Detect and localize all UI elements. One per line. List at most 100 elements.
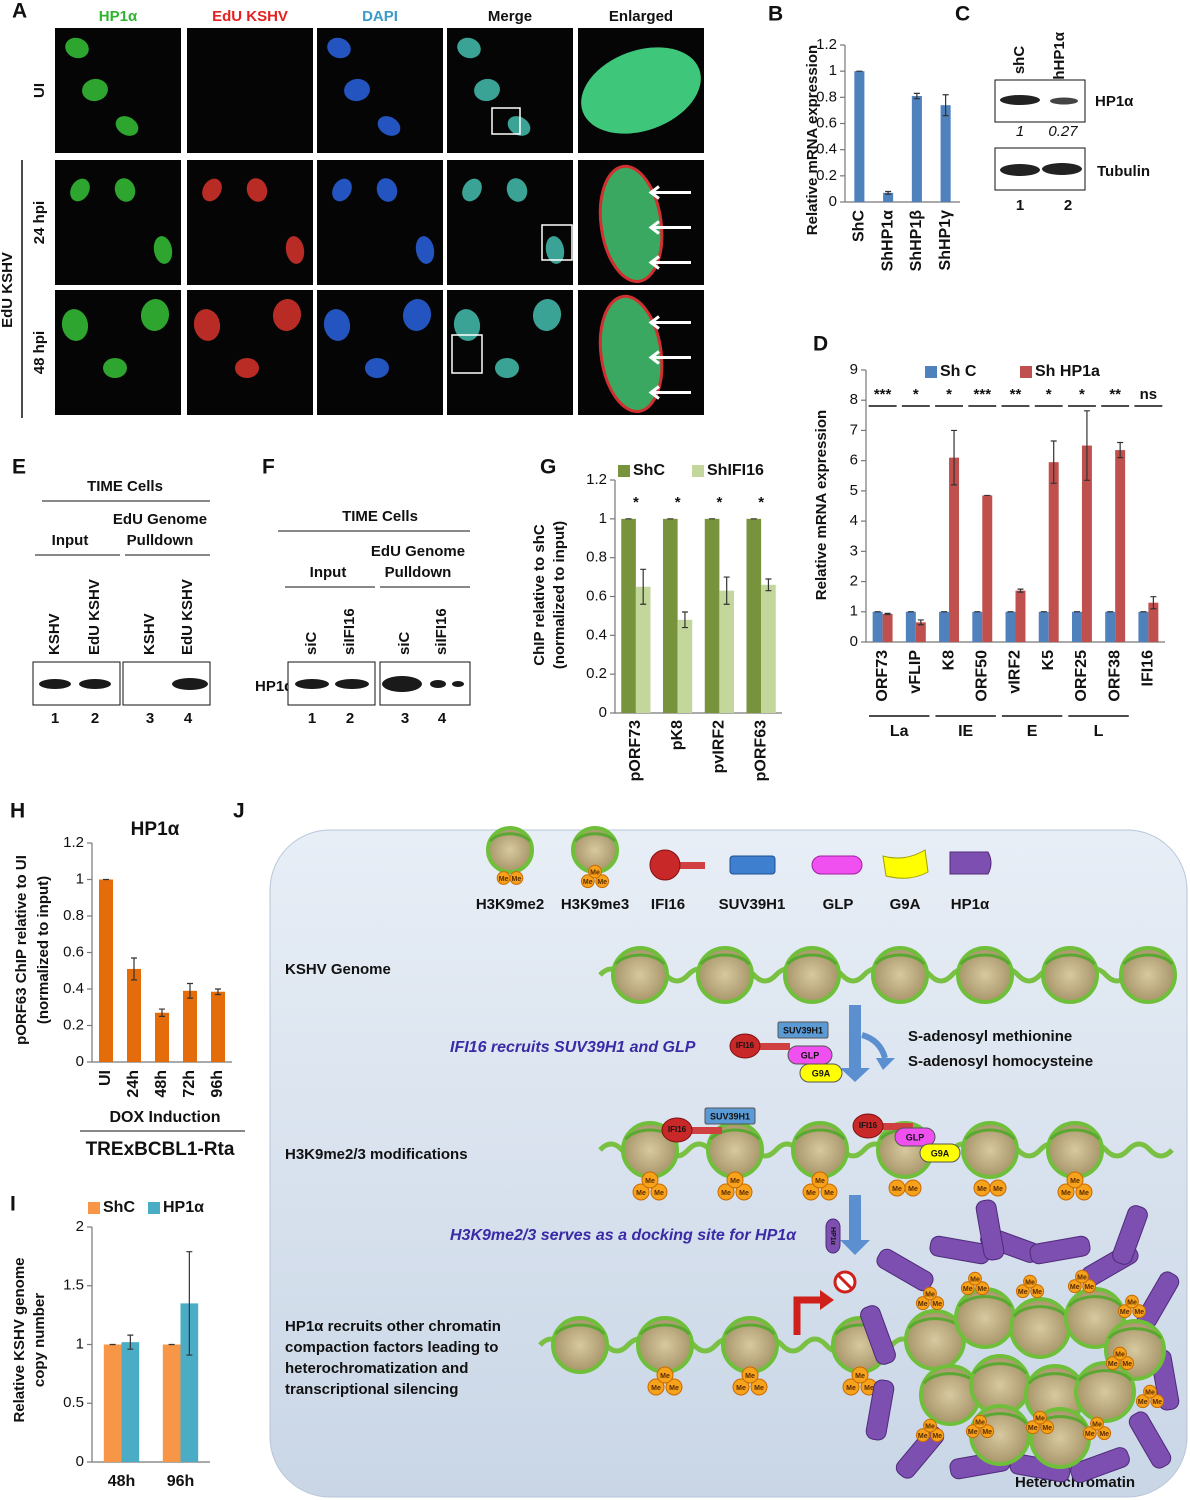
methyl bbox=[1097, 1426, 1112, 1441]
legend-label: G9A bbox=[890, 896, 921, 913]
methyl bbox=[735, 1183, 753, 1201]
dna-wrap bbox=[964, 1128, 1016, 1141]
methyl bbox=[1113, 1346, 1127, 1361]
band bbox=[430, 680, 446, 688]
nucleus bbox=[323, 309, 351, 341]
y-axis-label: ChIP relative to shC bbox=[531, 524, 548, 666]
nucleosome bbox=[956, 946, 1014, 1004]
row-group-label: EdU KSHV bbox=[0, 252, 16, 328]
y-tick-label: 0.2 bbox=[816, 167, 837, 184]
dna-wrap bbox=[972, 1362, 1028, 1375]
legend-label: IFI16 bbox=[651, 896, 685, 913]
x-tick-label: ORF25 bbox=[1073, 650, 1090, 702]
nucleus bbox=[327, 37, 351, 59]
chart-subtitle: TRExBCBL1-Rta bbox=[86, 1139, 235, 1160]
glp-label: GLP bbox=[801, 1050, 820, 1060]
error-bar bbox=[1083, 410, 1090, 481]
row-label: KSHV Genome bbox=[285, 961, 391, 978]
y-tick-label: 0 bbox=[76, 1453, 84, 1470]
y-tick-label: 0.4 bbox=[586, 626, 607, 643]
x-tick-label: 24h bbox=[125, 1070, 142, 1098]
dna-wrap bbox=[554, 1323, 606, 1336]
methyl bbox=[930, 1428, 945, 1443]
dna-wrap bbox=[786, 953, 838, 966]
methyl bbox=[1117, 1304, 1132, 1319]
methyl-label: Me bbox=[908, 1186, 918, 1193]
band-label: Tubulin bbox=[1097, 163, 1150, 180]
ifi16 bbox=[852, 1113, 884, 1139]
hp1a bbox=[949, 851, 992, 875]
panel-letter: C bbox=[955, 3, 970, 26]
legend-label: HP1α bbox=[951, 896, 990, 913]
panel-letter: F bbox=[262, 456, 275, 479]
methyl bbox=[1120, 1356, 1135, 1371]
row-label: UI bbox=[31, 83, 48, 98]
error-bar bbox=[917, 619, 924, 626]
lane-number: 2 bbox=[346, 710, 354, 727]
legend-swatch bbox=[1020, 366, 1032, 378]
methyl bbox=[1057, 1183, 1075, 1201]
g9a bbox=[882, 849, 929, 879]
methyl-label: Me bbox=[1145, 1389, 1155, 1396]
panel-letter: E bbox=[12, 456, 26, 479]
y-tick-label: 0.6 bbox=[586, 587, 607, 604]
bar bbox=[915, 622, 926, 642]
band-label: HP1α bbox=[1095, 93, 1134, 110]
group-label: EdU Genome bbox=[371, 543, 465, 560]
x-tick-label: pvIRF2 bbox=[711, 720, 728, 773]
y-tick-label: 6 bbox=[850, 452, 858, 469]
column-header: Merge bbox=[488, 8, 532, 25]
hp1a bbox=[865, 1379, 895, 1441]
y-axis-label: copy number bbox=[31, 1293, 48, 1387]
nucleus bbox=[377, 116, 401, 136]
cells-label: TIME Cells bbox=[87, 478, 163, 495]
legend-label: Sh HP1a bbox=[1035, 363, 1100, 380]
hp1a bbox=[876, 1248, 934, 1292]
nucleus bbox=[272, 299, 302, 331]
methyl-label: Me bbox=[660, 1373, 670, 1380]
methyl bbox=[1150, 1394, 1165, 1409]
methyl bbox=[965, 1424, 980, 1439]
group-label: EdU Genome bbox=[113, 511, 207, 528]
error-bar bbox=[127, 1334, 134, 1350]
error-bar bbox=[159, 1008, 165, 1017]
methyl-label: Me bbox=[925, 1291, 935, 1298]
hp1a bbox=[1070, 1447, 1130, 1483]
methyl bbox=[1125, 1294, 1139, 1309]
y-tick-label: 0.8 bbox=[586, 549, 607, 566]
methyl bbox=[923, 1418, 937, 1433]
hp1a bbox=[975, 1199, 1005, 1261]
nucleus bbox=[70, 178, 90, 202]
methyl-label: Me bbox=[1108, 1361, 1118, 1368]
methyl bbox=[968, 1271, 982, 1286]
lane-number: 4 bbox=[184, 710, 193, 727]
bar bbox=[635, 586, 651, 713]
y-tick-label: 0 bbox=[829, 193, 837, 210]
bar bbox=[1048, 462, 1059, 642]
dna-wrap bbox=[699, 953, 751, 966]
methyl-label: Me bbox=[739, 1190, 749, 1197]
group-label: Pulldown bbox=[385, 564, 452, 581]
arrowhead bbox=[876, 1058, 895, 1070]
nucleus bbox=[453, 309, 481, 341]
bar bbox=[883, 192, 894, 202]
lane-number: 1 bbox=[51, 710, 59, 727]
methyl bbox=[741, 1366, 759, 1384]
methyl bbox=[802, 1183, 820, 1201]
dna-wrap bbox=[709, 1128, 761, 1141]
x-tick-label: 72h bbox=[181, 1070, 198, 1098]
x-tick-label: 48h bbox=[108, 1473, 136, 1490]
nucleus bbox=[532, 299, 562, 331]
panel-letter: A bbox=[12, 0, 27, 23]
legend-label: ShC bbox=[633, 462, 665, 479]
column-header: EdU KSHV bbox=[212, 8, 288, 25]
methyl bbox=[632, 1183, 650, 1201]
bar bbox=[1105, 611, 1116, 642]
methyl bbox=[1132, 1304, 1147, 1319]
error-bar bbox=[942, 94, 949, 117]
band bbox=[382, 676, 422, 692]
dna-wrap bbox=[574, 832, 616, 843]
quantification: 1 bbox=[1016, 123, 1024, 140]
group-label: Input bbox=[52, 532, 89, 549]
micrograph bbox=[187, 28, 313, 153]
